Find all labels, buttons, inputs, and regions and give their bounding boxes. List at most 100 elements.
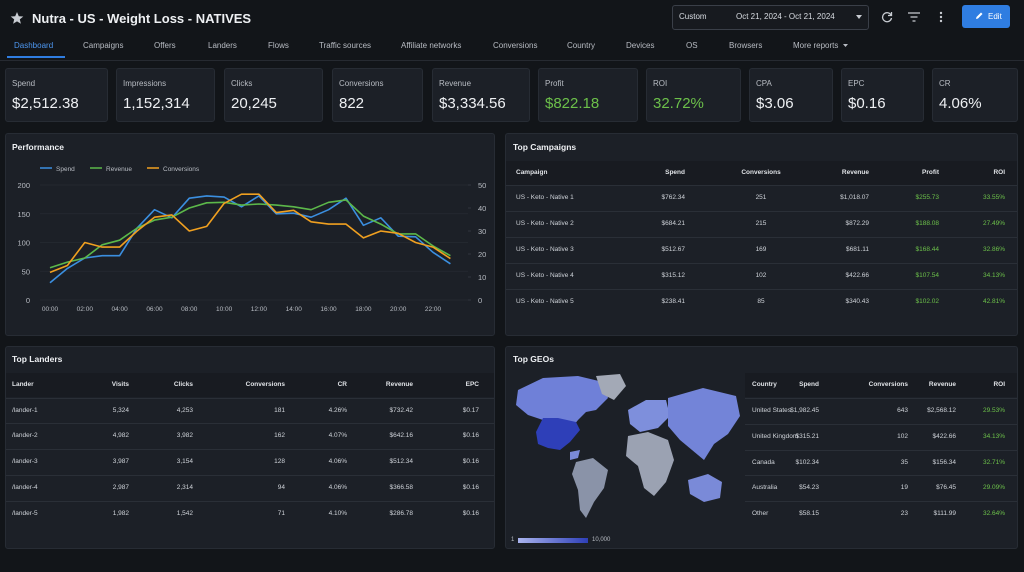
table-cell: $315.12 <box>661 272 686 279</box>
more-reports-caret <box>843 44 848 47</box>
table-row-divider <box>506 185 1017 186</box>
table-row-divider <box>745 450 1017 451</box>
table-cell: Canada <box>752 459 775 466</box>
edit-label: Edit <box>988 12 1002 21</box>
table-cell: United States <box>752 407 792 414</box>
kpi-label: Profit <box>545 79 564 88</box>
table-cell: $340.43 <box>845 298 870 305</box>
edit-icon <box>976 12 983 19</box>
table-header-bg <box>506 161 1017 185</box>
kpi-label: ROI <box>653 79 668 88</box>
map-greenland <box>596 374 626 400</box>
nav-tab[interactable]: Affiliate networks <box>401 41 462 50</box>
table-row-divider <box>6 423 494 424</box>
table-header: Spend <box>799 381 819 388</box>
nav-tab[interactable]: Country <box>567 41 596 50</box>
table-cell: $872.29 <box>845 220 870 227</box>
favorite-star[interactable] <box>10 11 24 25</box>
kpi-label: Revenue <box>439 79 472 88</box>
x-tick-label: 16:00 <box>320 306 337 313</box>
table-row-divider <box>745 475 1017 476</box>
x-tick-label: 02:00 <box>77 306 94 313</box>
table-cell: 32.86% <box>982 246 1005 253</box>
nav-tab[interactable]: Dashboard <box>14 41 54 50</box>
table-cell: Other <box>752 510 769 517</box>
panel-title: Performance <box>12 142 64 152</box>
kpi-card <box>749 68 833 122</box>
table-cell: $512.67 <box>661 246 686 253</box>
table-header: CR <box>337 381 347 388</box>
edit-button[interactable] <box>962 5 1010 28</box>
table-cell: $2,568.12 <box>927 407 956 414</box>
kpi-card <box>841 68 924 122</box>
kpi-card <box>932 68 1018 122</box>
table-cell: United Kingdom <box>752 433 799 440</box>
table-row-divider <box>506 263 1017 264</box>
table-cell: $315.21 <box>795 433 820 440</box>
table-cell: US - Keto - Native 5 <box>516 298 574 305</box>
table-cell: $422.66 <box>845 272 870 279</box>
refresh-icon[interactable] <box>881 11 893 23</box>
table-cell: $1,982.45 <box>790 407 819 414</box>
map-north-america <box>516 376 608 436</box>
table-cell: $76.45 <box>936 484 956 491</box>
kpi-card <box>646 68 741 122</box>
nav-tab[interactable]: OS <box>686 41 698 50</box>
nav-tab[interactable]: Landers <box>208 41 237 50</box>
table-row-divider <box>6 398 494 399</box>
table-cell: $0.16 <box>462 432 479 439</box>
table-cell: 33.55% <box>982 194 1005 201</box>
table-cell: 94 <box>277 484 285 491</box>
table-cell: $732.42 <box>389 407 414 414</box>
table-cell: $58.15 <box>799 510 819 517</box>
table-cell: 4,982 <box>112 432 129 439</box>
panel-title: Top GEOs <box>513 354 554 364</box>
kpi-card <box>5 68 108 122</box>
table-cell: $512.34 <box>389 458 414 465</box>
panel-title: Top Campaigns <box>513 142 577 152</box>
table-header: Revenue <box>385 381 413 388</box>
table-cell: $286.78 <box>389 510 414 517</box>
table-cell: $366.58 <box>389 484 414 491</box>
more-icon[interactable] <box>939 11 943 23</box>
nav-tab[interactable]: Offers <box>154 41 176 50</box>
tabs-divider <box>0 60 1024 61</box>
nav-tab[interactable]: Flows <box>268 41 289 50</box>
table-row-divider <box>745 501 1017 502</box>
kpi-label: CR <box>939 79 951 88</box>
map-central-america <box>570 450 580 460</box>
table-cell: 34.13% <box>982 272 1005 279</box>
table-header-bg <box>6 373 494 397</box>
table-cell: $684.21 <box>661 220 686 227</box>
nav-tab[interactable]: Browsers <box>729 41 763 50</box>
table-cell: 42.81% <box>982 298 1005 305</box>
table-cell: US - Keto - Native 4 <box>516 272 574 279</box>
nav-tab[interactable]: Devices <box>626 41 655 50</box>
kpi-label: Impressions <box>123 79 167 88</box>
nav-tab[interactable]: Conversions <box>493 41 538 50</box>
nav-tab[interactable]: Campaigns <box>83 41 124 50</box>
table-header: Conversions <box>868 381 908 388</box>
table-cell: 128 <box>274 458 285 465</box>
table-cell: /lander-2 <box>12 432 38 439</box>
table-cell: $642.16 <box>389 432 414 439</box>
table-header: ROI <box>993 169 1005 176</box>
kpi-value: $822.18 <box>545 95 600 112</box>
x-tick-label: 12:00 <box>251 306 268 313</box>
date-picker[interactable] <box>672 5 869 30</box>
table-cell: /lander-5 <box>12 510 38 517</box>
nav-tab[interactable]: More reports <box>793 41 839 50</box>
table-header: ROI <box>993 381 1005 388</box>
filter-icon[interactable] <box>908 12 920 22</box>
table-cell: 32.64% <box>982 510 1005 517</box>
table-cell: $102.02 <box>915 298 940 305</box>
y2-tick-label: 50 <box>478 181 486 190</box>
map-asia <box>668 388 740 460</box>
kpi-value: $3,334.56 <box>439 95 506 112</box>
world-map <box>516 374 740 518</box>
kpi-card <box>332 68 423 122</box>
nav-tab[interactable]: Traffic sources <box>319 41 372 50</box>
table-header: Revenue <box>841 169 869 176</box>
map-australia <box>688 474 722 502</box>
table-cell: /lander-1 <box>12 407 38 414</box>
